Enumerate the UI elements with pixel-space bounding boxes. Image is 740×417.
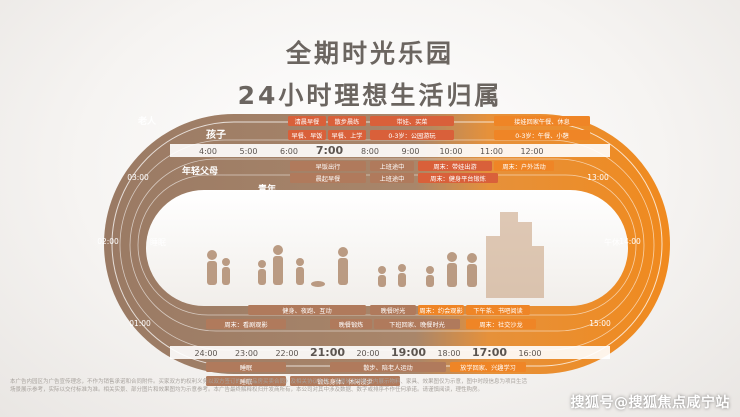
time-tick-top: 9:00 [402, 147, 420, 156]
activity-tag-bg [418, 173, 498, 183]
activity-tag-bg [370, 305, 416, 315]
activity-tag: 锻炼身体、休闲漫步 [317, 378, 373, 386]
activity-tag-bg [328, 116, 366, 126]
disclaimer-text: 本广告内园区为广告宣传理念，不作为销售承诺和合同附件。买家双方的权利义务以双方签… [10, 379, 528, 393]
time-tick-right: 14:00 [619, 237, 641, 246]
activity-tag: 晨起早餐 [316, 175, 341, 183]
activity-tag-bg [466, 319, 536, 329]
time-tick-top: 12:00 [520, 147, 543, 156]
activity-tag-bg [418, 161, 492, 171]
time-tick-bottom: 22:00 [275, 349, 298, 358]
time-tick-top: 8:00 [361, 147, 379, 156]
activity-tag: 0-3岁：午餐、小憩 [515, 132, 568, 140]
poster-subtitle: 24小时理想生活归属 [237, 81, 503, 110]
label-elder: 老人 [137, 115, 157, 127]
left-side-label: 睡眠 [150, 238, 166, 247]
activity-tag: 周末：健身平台锻炼 [430, 175, 486, 183]
activity-tag-bg [290, 161, 366, 171]
activity-tag-bg [370, 116, 454, 126]
time-tick-bottom: 21:00 [310, 346, 345, 359]
watermark: 搜狐号@搜狐焦点咸宁站 [570, 395, 730, 411]
time-tick-right: 13:00 [587, 173, 609, 182]
time-tick-top: 11:00 [480, 147, 503, 156]
activity-tag-bg [290, 376, 400, 386]
activity-tag-bg [330, 362, 446, 372]
activity-tag: 接娃回家午餐、休息 [514, 118, 570, 126]
time-tick-top: 5:00 [240, 147, 258, 156]
time-tick-bottom: 24:00 [194, 349, 217, 358]
activity-tag: 上班途中 [380, 163, 405, 171]
bottom-time-axis: 24:00 23:00 22:00 21:00 20:00 19:00 18:00 17:00… [194, 346, 541, 359]
activity-tag: 睡眠 [240, 378, 252, 386]
activity-tag: 早餐、上学 [332, 132, 363, 140]
activity-tag-bg [370, 161, 414, 171]
activity-tag-bg [248, 305, 366, 315]
time-tick-left: 01:00 [129, 319, 151, 328]
activity-tag: 放学回家、兴趣学习 [460, 364, 516, 372]
activity-tag-bg [450, 362, 526, 372]
activity-tag-bg [370, 173, 414, 183]
activity-tag: 周末：社交沙龙 [479, 321, 522, 329]
activity-tag: 周末：户外活动 [502, 163, 545, 171]
time-tick-left: 02:00 [97, 237, 119, 246]
inner-field [146, 190, 628, 306]
activity-tag: 晚餐锻炼 [339, 321, 364, 329]
time-tick-left: 03:00 [127, 173, 149, 182]
label-youth: 青年 [258, 183, 276, 195]
time-tick-bottom: 20:00 [356, 349, 379, 358]
activity-tag: 下午茶、书吧阅读 [473, 307, 523, 315]
activity-tag: 睡眠 [240, 364, 252, 372]
top-time-axis: 4:00 5:00 6:00 7:00 8:00 9:00 10:00 11:00 12:00 [199, 144, 544, 157]
activity-tag-bg [466, 305, 530, 315]
activity-tag-bg [494, 130, 590, 140]
activity-tag: 散步晨练 [335, 118, 360, 126]
activity-tag: 周末：约会观影 [419, 307, 462, 315]
label-child: 孩子 [206, 128, 226, 141]
time-tick-bottom: 17:00 [472, 346, 507, 359]
activity-tag: 健身、夜跑、互动 [282, 307, 332, 315]
activity-tag: 晚餐时光 [381, 307, 406, 315]
side-time-axis: 03:00 02:00 01:00 13:00 14:00 15:00 [97, 173, 641, 328]
activity-tag: 周末：带娃出游 [433, 163, 476, 171]
people-silhouettes [207, 245, 477, 287]
activity-tag: 散步、陪老人运动 [363, 364, 413, 372]
activity-tag: 清晨早餐 [295, 118, 320, 126]
time-tick-right: 15:00 [589, 319, 611, 328]
time-tick-bottom: 19:00 [391, 346, 426, 359]
time-tick-top: 6:00 [280, 147, 298, 156]
activity-tag-bg [288, 130, 326, 140]
activity-tag: 周末：看剧观影 [224, 321, 267, 329]
activity-tag-bg [374, 319, 460, 329]
time-tick-bottom: 18:00 [437, 349, 460, 358]
city-skyline [486, 212, 544, 298]
activity-tag: 带娃、买菜 [397, 118, 428, 126]
activity-tag-bg [206, 362, 286, 372]
time-tick-top: 4:00 [199, 147, 217, 156]
activity-tag-bg [370, 130, 454, 140]
activity-tag: 0-3岁：公园游玩 [388, 132, 436, 140]
activity-tag: 上班途中 [380, 175, 405, 183]
activity-tag-bg [494, 161, 554, 171]
poster-title: 全期时光乐园 [285, 39, 454, 68]
activity-tag-bg [330, 319, 372, 329]
activity-tag: 早餐、早饭 [292, 132, 323, 140]
activity-tag-bg [290, 173, 366, 183]
time-tick-bottom: 23:00 [235, 349, 258, 358]
activity-tag-bg [418, 305, 464, 315]
activity-tag-bg [328, 130, 366, 140]
activity-tag: 下班回家、晚餐时光 [389, 321, 445, 329]
right-side-label: 午休 [604, 237, 620, 247]
activity-tag-bg [494, 116, 590, 126]
activity-tag-bg [206, 376, 286, 386]
time-tick-bottom: 16:00 [518, 349, 541, 358]
activity-tag: 早饭出行 [316, 163, 341, 171]
time-tick-top: 7:00 [316, 144, 344, 157]
activity-tag-bg [206, 319, 286, 329]
time-tick-top: 10:00 [439, 147, 462, 156]
label-young-parent: 年轻父母 [182, 165, 218, 177]
activity-tag-bg [288, 116, 326, 126]
